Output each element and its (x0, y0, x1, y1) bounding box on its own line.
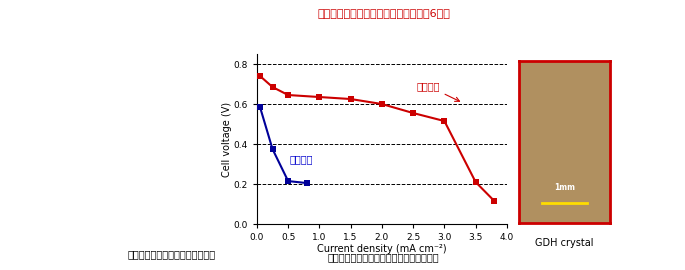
Y-axis label: Cell voltage (V): Cell voltage (V) (222, 102, 232, 177)
Text: ＜結晶化酵素電極の構造模式図＞: ＜結晶化酵素電極の構造模式図＞ (127, 249, 215, 259)
Text: 結晶電極: 結晶電極 (416, 81, 460, 101)
X-axis label: Current density (mA cm⁻²): Current density (mA cm⁻²) (317, 244, 447, 254)
Text: ブドウ糖による発電で電流密度向上（6倍）: ブドウ糖による発電で電流密度向上（6倍） (317, 8, 450, 18)
Text: 従来電極: 従来電極 (289, 154, 313, 164)
Text: 1mm: 1mm (554, 183, 575, 192)
Text: ＜結晶化酵素電極によるバイオ燃料電池＞: ＜結晶化酵素電極によるバイオ燃料電池＞ (328, 252, 439, 262)
Text: GDH crystal: GDH crystal (535, 238, 594, 248)
